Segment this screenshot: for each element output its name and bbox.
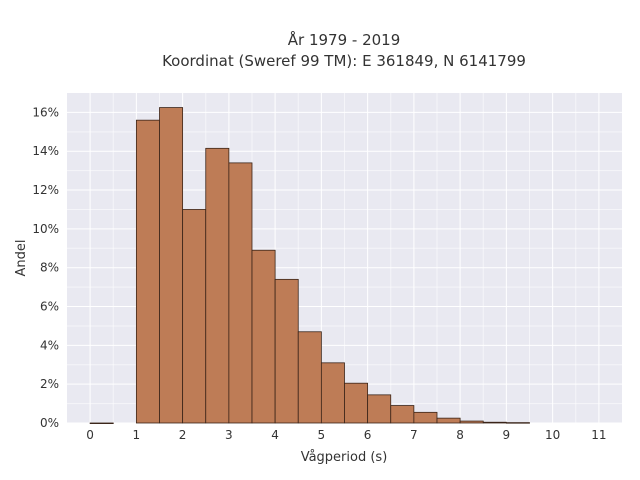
y-tick-label: 6% xyxy=(40,300,59,314)
y-tick-label: 8% xyxy=(40,261,59,275)
histogram-bar xyxy=(182,209,207,424)
y-ticks: 0% 2% 4% 6% 8% 10% 12% 14% 16% xyxy=(32,105,59,430)
x-tick-label: 11 xyxy=(591,428,606,442)
histogram-bar xyxy=(459,420,484,424)
y-axis-label: Andel xyxy=(14,240,29,277)
x-tick-label: 10 xyxy=(545,428,560,442)
histogram-bar xyxy=(135,119,160,424)
x-ticks: 0 1 2 3 4 5 6 7 8 9 10 11 xyxy=(86,428,606,442)
x-tick-label: 0 xyxy=(86,428,94,442)
x-tick-label: 5 xyxy=(318,428,326,442)
y-tick-label: 14% xyxy=(32,144,59,158)
histogram-bar xyxy=(367,394,392,424)
y-tick-label: 2% xyxy=(40,377,59,391)
histogram-bar xyxy=(320,362,345,424)
x-tick-label: 9 xyxy=(503,428,511,442)
x-tick-label: 6 xyxy=(364,428,372,442)
histogram-bar xyxy=(297,331,322,424)
x-tick-label: 2 xyxy=(179,428,187,442)
x-tick-label: 7 xyxy=(410,428,418,442)
y-tick-label: 10% xyxy=(32,222,59,236)
x-tick-label: 8 xyxy=(456,428,464,442)
histogram-bar xyxy=(390,405,415,424)
y-tick-label: 4% xyxy=(40,338,59,352)
y-tick-label: 16% xyxy=(32,105,59,119)
histogram-bar xyxy=(413,411,438,424)
histogram-bar xyxy=(89,422,114,424)
x-tick-label: 4 xyxy=(271,428,279,442)
x-axis-label: Vågperiod (s) xyxy=(301,450,388,465)
y-tick-label: 0% xyxy=(40,416,59,430)
chart-title-line1: År 1979 - 2019 xyxy=(288,30,401,49)
x-tick-label: 3 xyxy=(225,428,233,442)
y-tick-label: 12% xyxy=(32,183,59,197)
histogram-bar xyxy=(159,107,184,424)
bars xyxy=(89,107,530,424)
histogram-bar xyxy=(482,421,507,424)
chart-title-line2: Koordinat (Sweref 99 TM): E 361849, N 61… xyxy=(162,52,526,70)
histogram-bar xyxy=(251,249,276,424)
histogram-bar xyxy=(205,147,230,424)
histogram-bar xyxy=(344,382,369,424)
histogram-bar xyxy=(436,417,461,424)
x-tick-label: 1 xyxy=(133,428,141,442)
histogram-bar xyxy=(274,278,299,424)
histogram-bar xyxy=(228,162,253,424)
histogram-bar xyxy=(505,422,530,424)
